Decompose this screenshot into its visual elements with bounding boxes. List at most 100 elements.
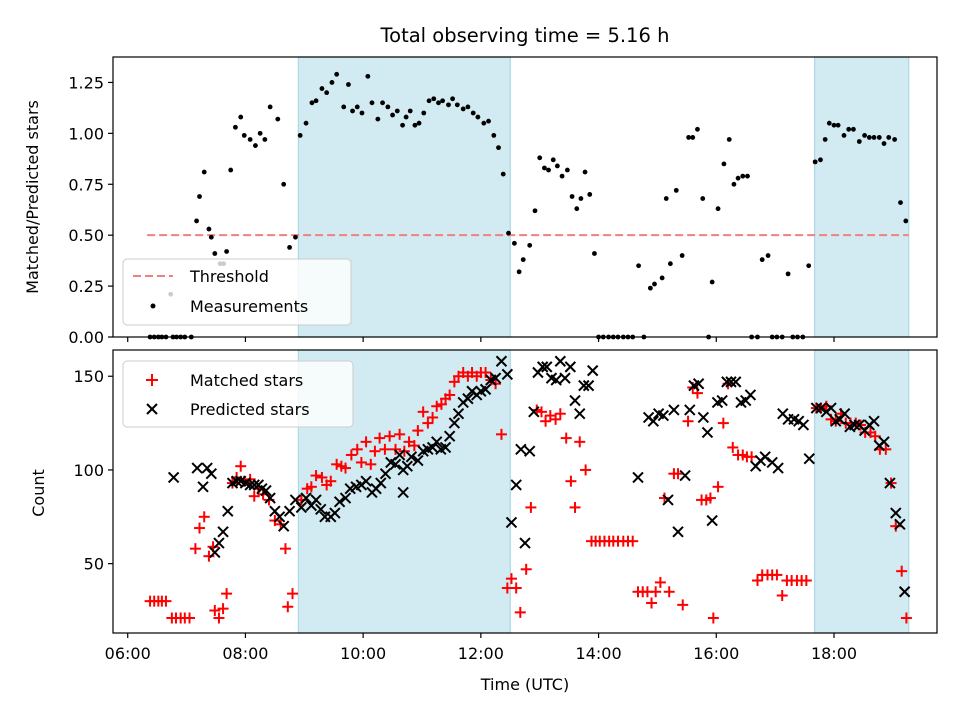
predicted-point xyxy=(672,526,684,538)
measurement-point xyxy=(546,167,551,173)
matched-point xyxy=(554,408,566,420)
measurement-point xyxy=(470,110,476,116)
predicted-point xyxy=(397,486,409,499)
predicted-point xyxy=(167,471,180,484)
predicted-point xyxy=(519,537,531,549)
predicted-point xyxy=(201,462,213,474)
measurement-point xyxy=(506,230,511,236)
matched-point xyxy=(444,389,456,401)
predicted-point xyxy=(489,372,502,384)
predicted-point xyxy=(759,451,771,463)
predicted-point xyxy=(692,378,705,390)
bottom-x-ticks: 06:00 08:00 10:00 12:00 14:00 16:00 18:00 xyxy=(105,633,857,663)
measurement-point xyxy=(233,124,238,130)
measurement-point xyxy=(486,118,491,124)
matched-point xyxy=(184,612,196,624)
predicted-point xyxy=(505,516,518,529)
predicted-point xyxy=(647,415,660,427)
predicted-point xyxy=(884,477,896,489)
measurement-point xyxy=(394,108,400,114)
matched-point xyxy=(417,406,429,418)
predicted-point xyxy=(582,379,595,392)
measurement-point xyxy=(465,104,471,110)
predicted-point xyxy=(810,402,823,414)
measurement-point xyxy=(212,251,218,256)
predicted-point xyxy=(890,507,902,519)
top-y-tick-label: 0.75 xyxy=(68,175,104,194)
matched-point xyxy=(365,458,377,470)
matched-point xyxy=(900,612,912,624)
predicted-point xyxy=(662,494,674,506)
predicted-point xyxy=(426,441,439,454)
predicted-point xyxy=(333,496,346,508)
x-axis-label: Time (UTC) xyxy=(480,675,569,694)
measurement-point xyxy=(700,196,706,201)
measurement-point xyxy=(440,98,445,104)
measurement-point xyxy=(341,104,347,110)
measurement-point xyxy=(569,194,575,199)
matched-point xyxy=(771,569,783,581)
matched-point xyxy=(408,440,420,452)
matched-point xyxy=(209,605,221,617)
measurement-point xyxy=(241,133,247,138)
measurement-point xyxy=(690,135,696,140)
measurement-point xyxy=(262,137,268,142)
predicted-point xyxy=(679,469,691,482)
predicted-point xyxy=(479,383,492,396)
matched-point xyxy=(535,406,547,418)
measurement-point xyxy=(532,208,538,214)
predicted-point xyxy=(697,411,710,424)
bottom-y-tick-label: 100 xyxy=(73,461,104,480)
measurement-point xyxy=(375,116,381,122)
matched-point xyxy=(569,501,581,513)
measurement-point xyxy=(275,116,281,122)
predicted-point xyxy=(375,477,387,489)
measurement-point xyxy=(516,269,522,275)
matched-point xyxy=(355,456,367,468)
matched-point xyxy=(310,470,322,482)
measurement-point xyxy=(380,100,385,106)
measurement-point xyxy=(297,133,303,138)
legend-predicted-label: Predicted stars xyxy=(190,400,310,419)
predicted-point xyxy=(501,368,514,381)
measurement-point xyxy=(587,192,593,197)
measurement-point xyxy=(426,98,432,104)
predicted-point xyxy=(277,520,290,532)
matched-point xyxy=(505,573,517,585)
matched-point xyxy=(235,460,247,472)
measurement-point xyxy=(559,173,565,179)
measurement-point xyxy=(359,110,365,116)
matched-point xyxy=(189,543,201,555)
predicted-point xyxy=(389,458,402,471)
matched-point xyxy=(654,576,666,588)
legend-measurements-swatch xyxy=(150,303,156,309)
top-axes: Total observing time = 5.16 h Matched/Pr… xyxy=(23,24,938,347)
measurement-point xyxy=(281,181,287,187)
predicted-point xyxy=(360,475,372,487)
predicted-point xyxy=(868,415,880,427)
predicted-point xyxy=(898,586,911,598)
predicted-point xyxy=(815,402,827,414)
measurement-point xyxy=(759,257,765,263)
matched-point xyxy=(435,398,447,410)
predicted-point xyxy=(586,364,599,377)
predicted-point xyxy=(878,436,890,448)
matched-point xyxy=(677,599,689,611)
matched-point xyxy=(198,511,210,523)
matched-point xyxy=(704,492,716,504)
matched-point xyxy=(384,430,396,442)
matched-point xyxy=(287,588,299,600)
matched-point xyxy=(331,458,343,470)
matched-point xyxy=(305,481,317,493)
predicted-point xyxy=(668,404,680,416)
predicted-point xyxy=(295,501,308,514)
predicted-point xyxy=(554,355,567,367)
matched-point xyxy=(520,563,532,575)
measurement-point xyxy=(679,253,685,258)
measurement-point xyxy=(537,155,543,161)
measurement-point xyxy=(659,275,665,281)
predicted-point xyxy=(248,479,260,491)
measurement-point xyxy=(421,110,427,116)
measurement-point xyxy=(550,157,556,163)
measurement-point xyxy=(527,242,533,248)
